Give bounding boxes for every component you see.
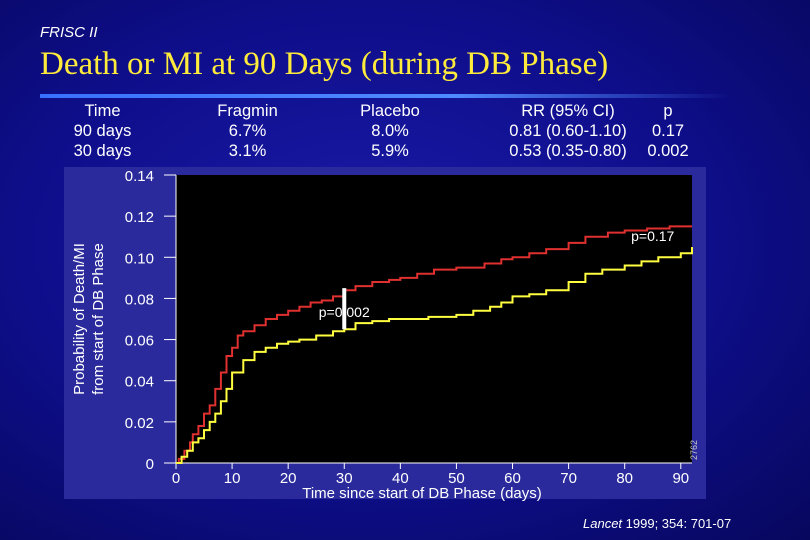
study-label: FRISC II (40, 24, 98, 41)
table-cell: 0.17 (651, 122, 685, 140)
table-cell: 0.81 (0.60-1.10) (509, 122, 627, 140)
x-tick-label: 0 (172, 470, 180, 487)
table-cell: 8.0% (371, 122, 409, 140)
p-value-annotation: p=0.17 (631, 228, 674, 244)
table-column-placebo: Placebo 8.0% 5.9% (345, 101, 435, 161)
table-cell: 0.53 (0.35-0.80) (509, 142, 627, 160)
figure-id: 2762 (689, 440, 699, 460)
table-cell: 0.002 (647, 142, 689, 160)
y-tick-label: 0.02 (125, 415, 154, 432)
table-cell: 5.9% (371, 142, 409, 160)
slide-title: Death or MI at 90 Days (during DB Phase) (40, 46, 609, 82)
x-tick-label: 50 (448, 470, 465, 487)
citation: Lancet 1999; 354: 701-07 (583, 516, 731, 531)
x-tick-label: 90 (672, 470, 689, 487)
y-axis-title-line: Probability of Death/MI (71, 243, 88, 395)
y-tick-label: 0.12 (125, 209, 154, 226)
y-axis-title-line: from start of DB Phase (90, 243, 107, 395)
x-tick-label: 70 (560, 470, 577, 487)
y-tick-label: 0.06 (125, 333, 154, 350)
series-line (176, 225, 692, 464)
column-header: Placebo (360, 102, 420, 120)
citation-journal: Lancet (583, 516, 623, 531)
y-axis-title: Probability of Death/MI from start of DB … (71, 243, 107, 395)
plot-area (176, 175, 692, 463)
table-cell: 3.1% (228, 142, 267, 160)
series-group (176, 225, 693, 464)
x-tick-label: 40 (392, 470, 409, 487)
x-tick-label: 80 (616, 470, 633, 487)
column-header: p (663, 102, 673, 120)
y-tick-label: 0.04 (125, 374, 154, 391)
p-value-annotation: p=0.002 (319, 304, 370, 320)
table-cell: 30 days (73, 142, 132, 160)
x-tick-label: 30 (336, 470, 353, 487)
y-tick-label: 0.14 (125, 168, 154, 185)
x-tick-label: 60 (504, 470, 521, 487)
column-header: Fragmin (217, 102, 278, 120)
table-column-time: Time 90 days 30 days (60, 101, 145, 161)
y-tick-label: 0.10 (125, 250, 154, 267)
column-header: Time (84, 102, 121, 120)
table-column-rr: RR (95% CI) 0.81 (0.60-1.10) 0.53 (0.35-… (488, 101, 648, 161)
y-tick-label: 0.08 (125, 291, 154, 308)
table-cell: 90 days (73, 122, 132, 140)
axes: 0 0.02 0.04 0.06 0.08 0.10 0.12 0.14 0 10 20 30 40 50… (125, 168, 692, 502)
table-column-p: p 0.17 0.002 (638, 101, 698, 161)
title-underline (40, 94, 730, 98)
y-tick-label: 0 (146, 456, 154, 473)
x-tick-label: 20 (280, 470, 297, 487)
table-column-fragmin: Fragmin 6.7% 3.1% (205, 101, 290, 161)
x-axis-title: Time since start of DB Phase (days) (302, 485, 542, 502)
table-cell: 6.7% (228, 122, 267, 140)
column-header: RR (95% CI) (521, 102, 615, 120)
annotations: p=0.17 p=0.002 (319, 228, 675, 330)
x-tick-label: 10 (224, 470, 241, 487)
series-line (176, 247, 693, 464)
citation-details: 1999; 354: 701-07 (622, 516, 732, 531)
